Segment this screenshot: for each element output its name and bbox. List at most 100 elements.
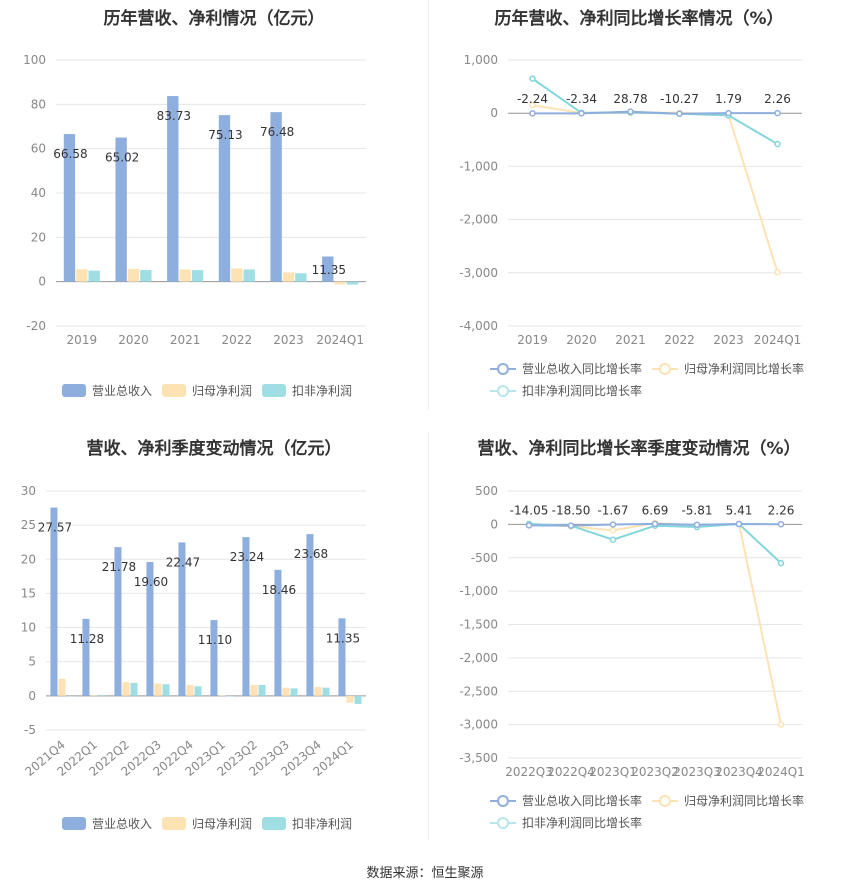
y-tick-label: 100 (23, 53, 46, 67)
quarterly-revenue-profit-panel: 营收、净利季度变动情况（亿元） 30 25 20 15 10 5 0 -5 27.57 2021Q… (0, 430, 428, 850)
annual-growth-panel: 历年营收、净利同比增长率情况（%） 1,000 0 -1,000 -2,000 -3,0… (428, 0, 850, 410)
y-tick-label: 0 (38, 275, 46, 289)
x-tick-label: 2021 (615, 333, 646, 347)
y-tick-label: -5 (24, 723, 36, 737)
y-tick-label: 0 (490, 517, 498, 531)
legend-item-deducted-growth[interactable]: 扣非净利润同比增长率 (490, 814, 642, 831)
data-label: 66.58 (53, 147, 87, 161)
data-label: 23.24 (230, 550, 264, 564)
y-tick-label: 5 (28, 655, 36, 669)
series-line (532, 104, 779, 273)
legend-item-deducted-growth[interactable]: 扣非净利润同比增长率 (490, 382, 642, 399)
x-tick-label: 2022 (222, 333, 253, 347)
x-tick-label: 2020 (566, 333, 597, 347)
y-tick-label: 60 (31, 142, 46, 156)
x-tick-label: 2019 (517, 333, 548, 347)
bar (115, 137, 127, 282)
bar (58, 678, 66, 696)
y-tick-label: 80 (31, 97, 46, 111)
y-tick-label: 25 (21, 518, 36, 532)
legend-label: 营业总收入 (92, 817, 153, 831)
x-tick-label: 2022Q4 (547, 765, 595, 779)
y-tick-label: -20 (26, 319, 46, 333)
bar (270, 112, 282, 282)
quarterly-growth-line-chart: 500 0 -500 -1,000 -1,500 -2,000 -2,500 -3,000 -3… (459, 484, 805, 779)
legend-line-icon (490, 794, 516, 808)
bar (178, 542, 186, 696)
legend-item-revenue-growth[interactable]: 营业总收入同比增长率 (490, 360, 642, 377)
bar (210, 620, 218, 696)
chart-title: 营收、净利季度变动情况（亿元） (86, 439, 342, 459)
bar (114, 547, 122, 696)
data-point (609, 521, 617, 528)
bar (243, 269, 255, 282)
bar (322, 256, 334, 282)
legend-item-revenue[interactable]: 营业总收入 (62, 815, 152, 832)
quarterly-bar-chart: 302520151050-527.572021Q411.282022Q121.7… (21, 484, 366, 779)
data-point (777, 559, 785, 567)
bar (306, 534, 314, 696)
legend-item-net-profit[interactable]: 归母净利润 (162, 815, 252, 832)
legend-label: 扣非净利润同比增长率 (522, 816, 643, 830)
bar (167, 96, 179, 282)
bar (354, 695, 362, 705)
x-tick-label: 2019 (67, 333, 98, 347)
bar (76, 269, 88, 282)
bar (146, 562, 154, 696)
y-tick-label: -1,000 (459, 584, 498, 598)
y-tick-label: -3,000 (459, 266, 498, 280)
legend: 营业总收入同比增长率 归母净利润同比增长率 扣非净利润同比增长率 (428, 360, 850, 400)
legend-item-net-profit[interactable]: 归母净利润 (162, 382, 252, 399)
data-point (578, 110, 585, 117)
data-label: 19.60 (134, 575, 168, 589)
data-label: -5.81 (681, 503, 712, 517)
x-tick-label: 2023 (713, 333, 744, 347)
legend-label: 扣非净利润 (292, 817, 353, 831)
annual-revenue-profit-panel: 历年营收、净利情况（亿元） 100 80 60 40 20 0 -20 66.58 2019 65… (0, 0, 428, 410)
legend-label: 营业总收入 (92, 384, 153, 398)
x-tick-label: 2023Q4 (715, 765, 763, 779)
data-point (609, 536, 617, 543)
y-tick-label: -1,000 (459, 159, 498, 173)
y-tick-label: 1,000 (464, 53, 498, 67)
data-label: 11.10 (198, 633, 232, 647)
y-tick-label: 15 (21, 586, 36, 600)
data-label: 2.26 (768, 503, 795, 517)
series-line (532, 110, 778, 115)
bar (346, 281, 359, 285)
x-tick-label: 2023 (273, 333, 304, 347)
legend-item-revenue[interactable]: 营业总收入 (62, 382, 152, 399)
divider (428, 0, 429, 410)
legend-item-deducted-profit[interactable]: 扣非净利润 (262, 815, 352, 832)
data-label: 65.02 (105, 151, 139, 165)
bar (88, 270, 100, 282)
bar (274, 569, 282, 696)
bar (63, 134, 76, 282)
legend-item-net-profit-growth[interactable]: 归母净利润同比增长率 (652, 360, 804, 377)
data-label: 23.68 (294, 547, 328, 561)
data-point (529, 75, 536, 82)
data-point (774, 109, 781, 117)
y-tick-label: -4,000 (459, 319, 498, 333)
legend-label: 扣非净利润同比增长率 (522, 384, 643, 398)
data-label: -14.05 (510, 503, 549, 517)
data-label: -1.67 (597, 503, 628, 517)
bar (98, 695, 106, 696)
legend-label: 归母净利润 (192, 384, 253, 398)
legend-item-net-profit-growth[interactable]: 归母净利润同比增长率 (652, 792, 804, 809)
legend-item-deducted-profit[interactable]: 扣非净利润 (262, 382, 352, 399)
x-tick-label: 2022 (664, 333, 695, 347)
x-tick-label: 2021 (170, 333, 201, 347)
legend-label: 营业总收入同比增长率 (522, 794, 643, 808)
data-label: 5.41 (726, 503, 753, 517)
bar (154, 683, 162, 696)
legend-item-revenue-growth[interactable]: 营业总收入同比增长率 (490, 792, 642, 809)
legend-line-icon (490, 384, 516, 398)
legend-line-icon (652, 794, 678, 808)
bar (290, 688, 298, 696)
bar (258, 684, 266, 696)
y-tick-label: -2,000 (459, 213, 498, 227)
data-label: 6.69 (642, 503, 669, 517)
y-tick-label: 10 (21, 621, 36, 635)
y-tick-label: -500 (471, 551, 498, 565)
